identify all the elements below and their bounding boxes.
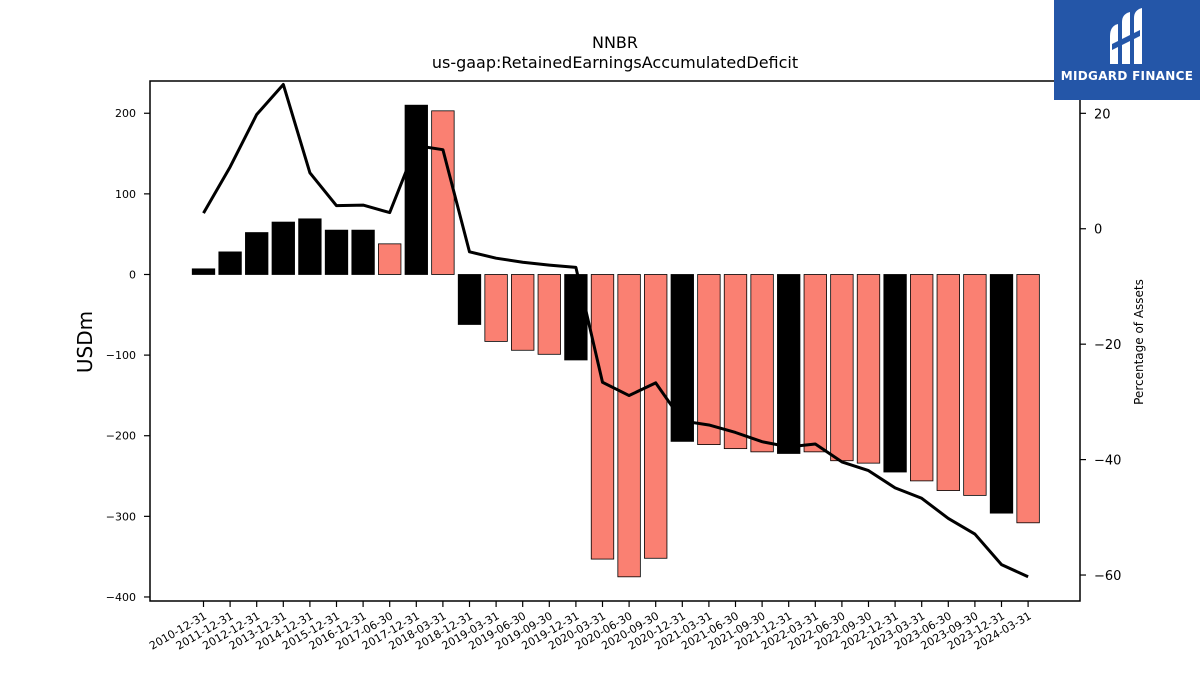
logo-text: MIDGARD FINANCE: [1060, 69, 1194, 83]
bars-group: [191, 104, 1040, 578]
bar: [378, 243, 402, 275]
percentage-line: [202, 82, 1029, 579]
logo-mark-icon: [1110, 8, 1142, 64]
bar: [963, 274, 987, 496]
bar: [883, 274, 907, 473]
y-axis-label: USDm: [73, 311, 97, 373]
y2-tick-label: −40: [1094, 454, 1121, 469]
bar: [324, 229, 349, 275]
y-tick-label: −200: [106, 430, 136, 443]
y2-tick-label: −60: [1094, 569, 1121, 584]
y-axis-right: 20 0 −20 −40 −60: [1080, 107, 1121, 584]
line-group: [202, 82, 1029, 579]
y-tick-label: −300: [106, 510, 136, 523]
bar: [803, 274, 827, 453]
brand-logo: MIDGARD FINANCE: [1054, 0, 1200, 100]
bar: [564, 274, 588, 361]
chart-title: NNBR: [592, 33, 638, 52]
bar: [644, 274, 668, 559]
bar: [245, 232, 269, 275]
bar: [856, 274, 881, 464]
y2-axis-label: Percentage of Assets: [1132, 279, 1146, 405]
y2-tick-label: 20: [1094, 107, 1111, 122]
bar: [271, 221, 295, 275]
bar: [723, 274, 748, 450]
bar: [511, 274, 535, 351]
bar: [298, 218, 322, 275]
y-tick-label: 200: [115, 107, 136, 120]
bar: [670, 274, 694, 442]
plot-frame: [149, 80, 1081, 602]
bar: [697, 274, 721, 445]
bar: [457, 274, 482, 325]
y2-tick-label: −20: [1094, 338, 1121, 353]
y-tick-label: 0: [129, 268, 136, 281]
bar: [431, 110, 455, 275]
y2-tick-label: 0: [1094, 223, 1102, 238]
y-tick-label: 100: [115, 188, 136, 201]
bar: [590, 274, 615, 560]
bar: [830, 274, 854, 462]
bar: [218, 251, 242, 275]
x-axis: 2010-12-312011-12-312012-12-312013-12-31…: [147, 601, 1034, 653]
bar: [537, 274, 561, 355]
y-tick-label: −100: [106, 349, 136, 362]
chart-subtitle: us-gaap:RetainedEarningsAccumulatedDefic…: [432, 53, 798, 72]
bar: [351, 229, 375, 275]
bar: [989, 274, 1014, 514]
bar: [910, 274, 934, 482]
bar: [936, 274, 960, 491]
bar: [484, 274, 508, 342]
y-axis-left: 200 100 0 −100 −200 −300 −400: [106, 107, 150, 604]
bar: [404, 104, 428, 275]
y-tick-label: −400: [106, 591, 136, 604]
bar: [1016, 274, 1040, 524]
bar: [191, 268, 216, 275]
bar: [617, 274, 641, 578]
bar: [750, 274, 774, 453]
bar: [777, 274, 801, 454]
